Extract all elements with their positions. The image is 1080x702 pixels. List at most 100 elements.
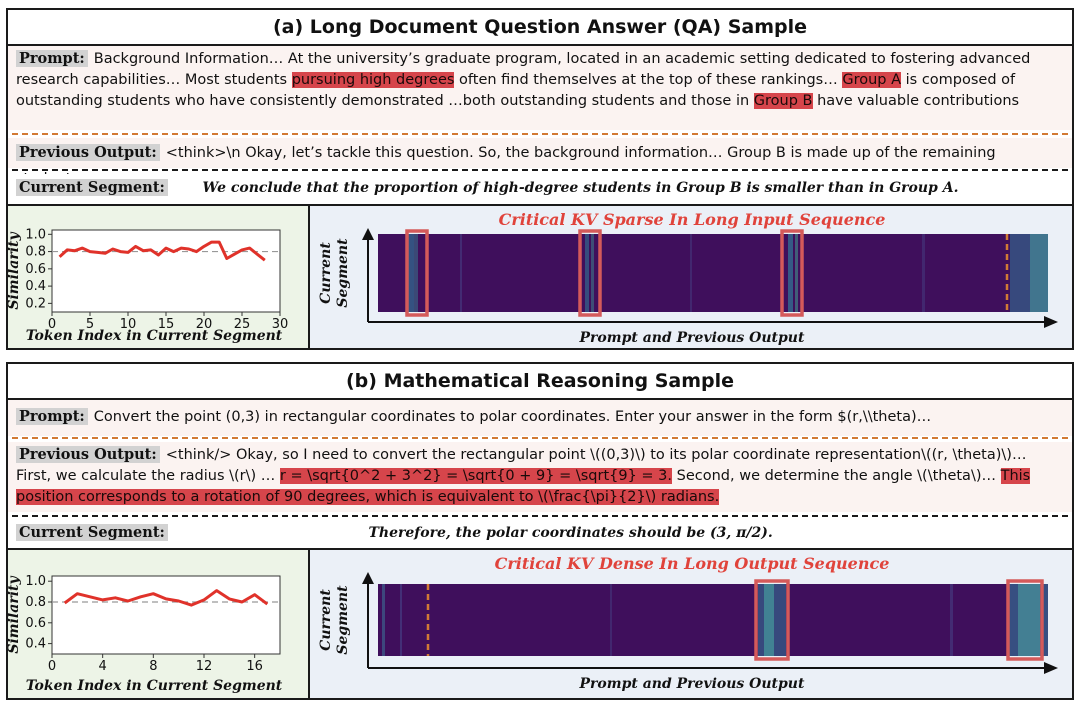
- y-axis-label-line2: Segment: [335, 238, 351, 308]
- y-axis-label-line1: Current: [318, 589, 334, 651]
- heatmap-stripe: [1010, 234, 1048, 312]
- previous-output-block: Previous Output: <think/> Okay, so I need…: [8, 442, 1072, 512]
- y-tick-label: 0.8: [25, 245, 46, 260]
- current-segment-row: Current Segment: Therefore, the polar co…: [8, 519, 1072, 547]
- previous-output-label: Previous Output:: [16, 144, 160, 161]
- heatmap-stripe: [788, 234, 793, 312]
- heatmap-stripe: [460, 234, 462, 312]
- prompt-block: Prompt: Convert the point (0,3) in rectan…: [8, 400, 1072, 436]
- highlight-group-a: Group A: [842, 72, 902, 88]
- heatmap-stripe: [408, 234, 414, 312]
- y-axis-label-line1: Current: [318, 242, 334, 304]
- heatmap-title: Critical KV Sparse In Long Input Sequenc…: [499, 210, 886, 229]
- heatmap-stripe: [400, 584, 402, 656]
- divider-dashed-orange: [12, 437, 1068, 439]
- x-tick-label: 15: [158, 317, 175, 332]
- plot-area: [51, 575, 281, 655]
- heatmap-body: [378, 234, 1048, 312]
- heatmap-stripe: [764, 584, 774, 656]
- prompt-text: have valuable contributions: [812, 93, 1020, 109]
- similarity-chart-panel: 0 4 8 12 16 0.4 0.6 0.8 1.0 Similarity Token Index…: [6, 550, 310, 698]
- x-tick-label: 12: [196, 659, 213, 674]
- divider-dashed-black: [12, 169, 1068, 171]
- prompt-label: Prompt:: [16, 50, 88, 67]
- prompt-label: Prompt:: [16, 408, 88, 425]
- y-tick-label: 1.0: [25, 227, 46, 242]
- panel-math-reasoning: (b) Mathematical Reasoning Sample Prompt…: [6, 362, 1074, 700]
- y-axis-label: Similarity: [8, 576, 22, 654]
- x-tick-label: 4: [99, 659, 107, 674]
- divider-dashed-black: [12, 515, 1068, 517]
- heatmap-stripe: [1018, 584, 1040, 656]
- similarity-chart-panel: 0 5 10 15 20 25 30 0.2 0.4 0.6 0.8 1.0 Similarity Tok…: [6, 206, 310, 348]
- y-tick-label: 0.4: [25, 637, 46, 652]
- x-tick-label: 0: [48, 317, 56, 332]
- y-tick-label: 0.4: [25, 279, 46, 294]
- y-tick-label: 0.8: [25, 595, 46, 610]
- charts-row: 0 5 10 15 20 25 30 0.2 0.4 0.6 0.8 1.0 Similarity Tok…: [6, 204, 1072, 348]
- x-tick-label: 30: [272, 317, 289, 332]
- previous-output-text: <think/> Okay, so I need to convert the …: [16, 447, 1027, 484]
- kv-heatmap-panel: Critical KV Sparse In Long Input Sequenc…: [310, 206, 1072, 348]
- heatmap-stripe: [585, 234, 589, 312]
- y-axis-label: Similarity: [8, 232, 22, 310]
- x-axis-label: Token Index in Current Segment: [26, 678, 283, 694]
- critical-kv-box: [578, 229, 602, 317]
- critical-kv-box: [754, 579, 790, 661]
- critical-kv-box: [780, 229, 804, 317]
- x-tick-label: 10: [120, 317, 137, 332]
- prompt-text: Background Information… At the universit…: [16, 51, 1031, 88]
- x-axis-label: Prompt and Previous Output: [579, 676, 805, 692]
- heatmap-title: Critical KV Dense In Long Output Sequenc…: [495, 554, 890, 573]
- charts-row: 0 4 8 12 16 0.4 0.6 0.8 1.0 Similarity Token Index…: [6, 548, 1072, 698]
- previous-output-label: Previous Output:: [16, 446, 160, 463]
- y-tick-label: 0.6: [25, 262, 46, 277]
- heatmap-stripe: [950, 584, 953, 656]
- critical-kv-box: [1006, 579, 1044, 661]
- y-tick-label: 0.6: [25, 616, 46, 631]
- prompt-block: Prompt: Background Information… At the un…: [8, 46, 1072, 130]
- heatmap-stripe: [382, 584, 385, 656]
- kv-sparse-heatmap: Critical KV Sparse In Long Input Sequenc…: [318, 210, 1058, 346]
- plot-area: [51, 229, 281, 313]
- current-segment-label: Current Segment:: [16, 179, 168, 196]
- x-tick-label: 5: [86, 317, 94, 332]
- x-axis-arrowhead: [1044, 316, 1058, 328]
- previous-output-block: Previous Output: <think>\n Okay, let’s ta…: [8, 138, 1072, 187]
- prompt-text: Convert the point (0,3) in rectangular c…: [93, 409, 932, 425]
- divider-dashed-orange: [12, 133, 1068, 135]
- x-tick-label: 20: [196, 317, 213, 332]
- panel-long-document-qa: (a) Long Document Question Answer (QA) S…: [6, 8, 1074, 350]
- heatmap-stripe: [690, 234, 692, 312]
- critical-kv-box: [405, 229, 429, 317]
- heatmap-stripe: [1030, 234, 1048, 312]
- y-tick-label: 0.2: [25, 296, 46, 311]
- x-axis-arrowhead: [1044, 662, 1058, 674]
- y-tick-label: 1.0: [25, 574, 46, 589]
- x-tick-label: 8: [149, 659, 157, 674]
- current-segment-label: Current Segment:: [16, 524, 168, 541]
- current-segment-text: Therefore, the polar coordinates should …: [368, 525, 773, 541]
- heatmap-stripe: [414, 234, 418, 312]
- heatmap-stripe: [591, 234, 594, 312]
- heatmap-body: [378, 584, 1048, 656]
- highlight-group-b: Group B: [753, 93, 813, 109]
- x-tick-label: 16: [246, 659, 263, 674]
- highlight-radius-calc: r = \sqrt{0^2 + 3^2} = \sqrt{0 + 9} = \s…: [279, 468, 673, 484]
- y-axis-label-line2: Segment: [335, 585, 351, 655]
- y-axis-arrowhead: [362, 572, 374, 584]
- x-tick-label: 0: [48, 659, 56, 674]
- heatmap-stripe: [922, 234, 925, 312]
- panel-title: (b) Mathematical Reasoning Sample: [8, 364, 1072, 400]
- heatmap-stripe: [758, 584, 786, 656]
- heatmap-stripe: [610, 584, 612, 656]
- similarity-series-line: [63, 589, 269, 607]
- panel-title: (a) Long Document Question Answer (QA) S…: [8, 10, 1072, 46]
- current-segment-row: Current Segment: We conclude that the pr…: [8, 174, 1072, 202]
- x-axis-label: Prompt and Previous Output: [579, 330, 805, 346]
- highlight-high-degrees: pursuing high degrees: [291, 72, 455, 88]
- x-tick-label: 25: [234, 317, 251, 332]
- heatmap-stripe: [795, 234, 798, 312]
- y-axis-arrowhead: [362, 228, 374, 240]
